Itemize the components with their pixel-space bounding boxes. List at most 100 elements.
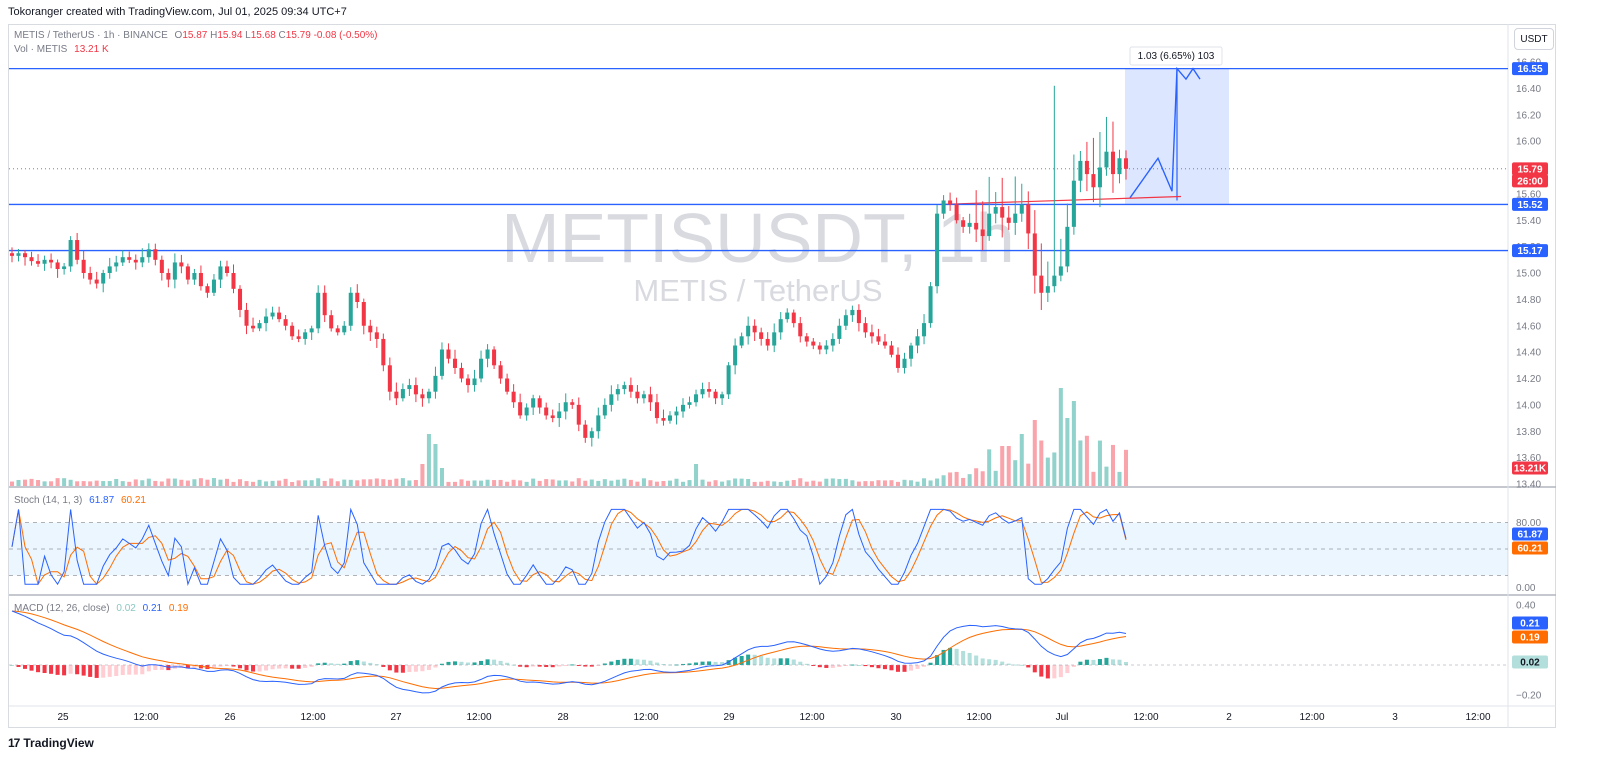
candle-body	[531, 398, 536, 408]
macd-histogram-bar	[146, 665, 151, 672]
volume-bar	[185, 480, 190, 486]
volume-bar	[1104, 466, 1109, 486]
stoch-d-badge-box	[1512, 541, 1548, 555]
volume-bar	[492, 480, 497, 486]
candle-body	[224, 266, 230, 273]
macd-histogram-bar	[485, 659, 490, 665]
macd-histogram-bar	[88, 665, 93, 677]
macd-histogram-bar	[726, 660, 731, 665]
volume-bar	[466, 480, 471, 486]
volume-bar	[101, 481, 106, 486]
price-badge-countdown-box	[1512, 174, 1548, 188]
macd-histogram-bar	[830, 665, 835, 668]
macd-histogram-bar	[472, 662, 477, 665]
candle-body	[16, 253, 21, 256]
volume-bar	[869, 481, 874, 486]
volume-bar	[172, 478, 177, 486]
macd-histogram-bar	[700, 661, 705, 665]
macd-histogram-bar	[687, 663, 692, 665]
volume-bar	[16, 479, 21, 486]
time-axis[interactable]: 25 12:00 26 12:00 27 12:00 28 12:00 29 12:00 30 12:…	[57, 712, 1491, 723]
macd-histogram-bar	[270, 665, 275, 670]
time-tick-label: 12:00	[799, 712, 824, 723]
macd-histogram-bar	[1045, 665, 1050, 679]
volume-bar	[791, 480, 796, 486]
candle-body	[752, 325, 757, 333]
candle-body	[1065, 226, 1070, 267]
volume-bar	[602, 479, 607, 486]
candle-body	[1013, 213, 1018, 223]
volume-bar	[550, 479, 555, 486]
volume-bar	[856, 481, 861, 486]
price-axis[interactable]: 16.6016.4016.2016.0015.8015.6015.4015.20…	[1512, 58, 1548, 702]
macd-histogram-bar	[114, 665, 119, 677]
candle-body	[1110, 151, 1115, 175]
candle-body	[1019, 204, 1024, 214]
candle-body	[824, 345, 829, 350]
macd-histogram-bar	[49, 665, 54, 674]
macd-histogram-bar	[654, 662, 659, 665]
candle-body	[843, 315, 848, 326]
volume-bar	[1032, 420, 1037, 486]
volume-bar	[830, 478, 835, 486]
volume-bar	[257, 479, 262, 486]
volume-bar	[570, 481, 575, 486]
macd-histogram-bar	[648, 660, 653, 665]
volume-bar	[778, 481, 783, 486]
candle-body	[928, 286, 933, 324]
macd-histogram-bar	[615, 659, 620, 665]
time-tick-label: 3	[1392, 712, 1398, 723]
macd-histogram-bar	[492, 659, 497, 665]
volume-bar	[895, 481, 901, 486]
time-tick-label: 30	[890, 712, 902, 723]
volume-bar	[23, 479, 28, 486]
candle-body	[485, 349, 490, 359]
candle-body	[713, 391, 718, 399]
volume-bar	[224, 478, 230, 486]
tradingview-logo: 17 TradingView	[8, 736, 94, 750]
stoch-k-line	[11, 507, 1127, 587]
volume-bar	[49, 481, 54, 486]
macd-histogram-bar	[68, 665, 73, 674]
candle-body	[563, 402, 568, 412]
time-tick-label: 12:00	[466, 712, 491, 723]
macd-histogram-bar	[902, 665, 907, 672]
candle-body	[146, 249, 151, 258]
volume-bar	[290, 481, 295, 486]
candle-body	[654, 402, 659, 419]
macd-histogram-bar	[1065, 665, 1070, 674]
macd-histogram-bar	[1097, 659, 1102, 665]
candle-body	[237, 288, 243, 310]
macd-histogram-bar	[739, 655, 744, 665]
volume-bar	[524, 481, 529, 486]
price-badge-top: 16.55	[1517, 64, 1542, 75]
candle-body	[231, 273, 236, 289]
macd-signal-value: 0.19	[168, 603, 189, 614]
macd-histogram-bar	[16, 665, 21, 667]
volume-bar	[472, 480, 477, 486]
volume-bar	[544, 479, 549, 486]
candle-body	[407, 385, 412, 390]
candle-body	[1084, 160, 1089, 175]
macd-histogram-bar	[355, 660, 360, 665]
macd-histogram-bar	[133, 665, 138, 675]
volume-bar	[837, 479, 842, 486]
volume-bar	[882, 480, 887, 486]
currency-button[interactable]: USDT	[1514, 28, 1554, 50]
macd-signal-line	[11, 610, 1127, 690]
macd-histogram-bar	[850, 664, 855, 666]
candle-body	[628, 385, 633, 392]
trendline	[939, 195, 1182, 206]
macd-histogram-bar	[1052, 665, 1057, 679]
macd-histogram-bar	[127, 665, 132, 675]
macd-histogram-bar	[641, 659, 646, 665]
credit-line: Tokoranger created with TradingView.com,…	[8, 6, 347, 18]
candle-body	[609, 394, 614, 405]
volume-bar	[680, 481, 686, 486]
volume-bar	[667, 480, 672, 486]
volume-bar	[759, 481, 764, 486]
candle-body	[1123, 158, 1129, 169]
volume-bar	[335, 481, 340, 486]
volume-bar	[980, 471, 985, 486]
